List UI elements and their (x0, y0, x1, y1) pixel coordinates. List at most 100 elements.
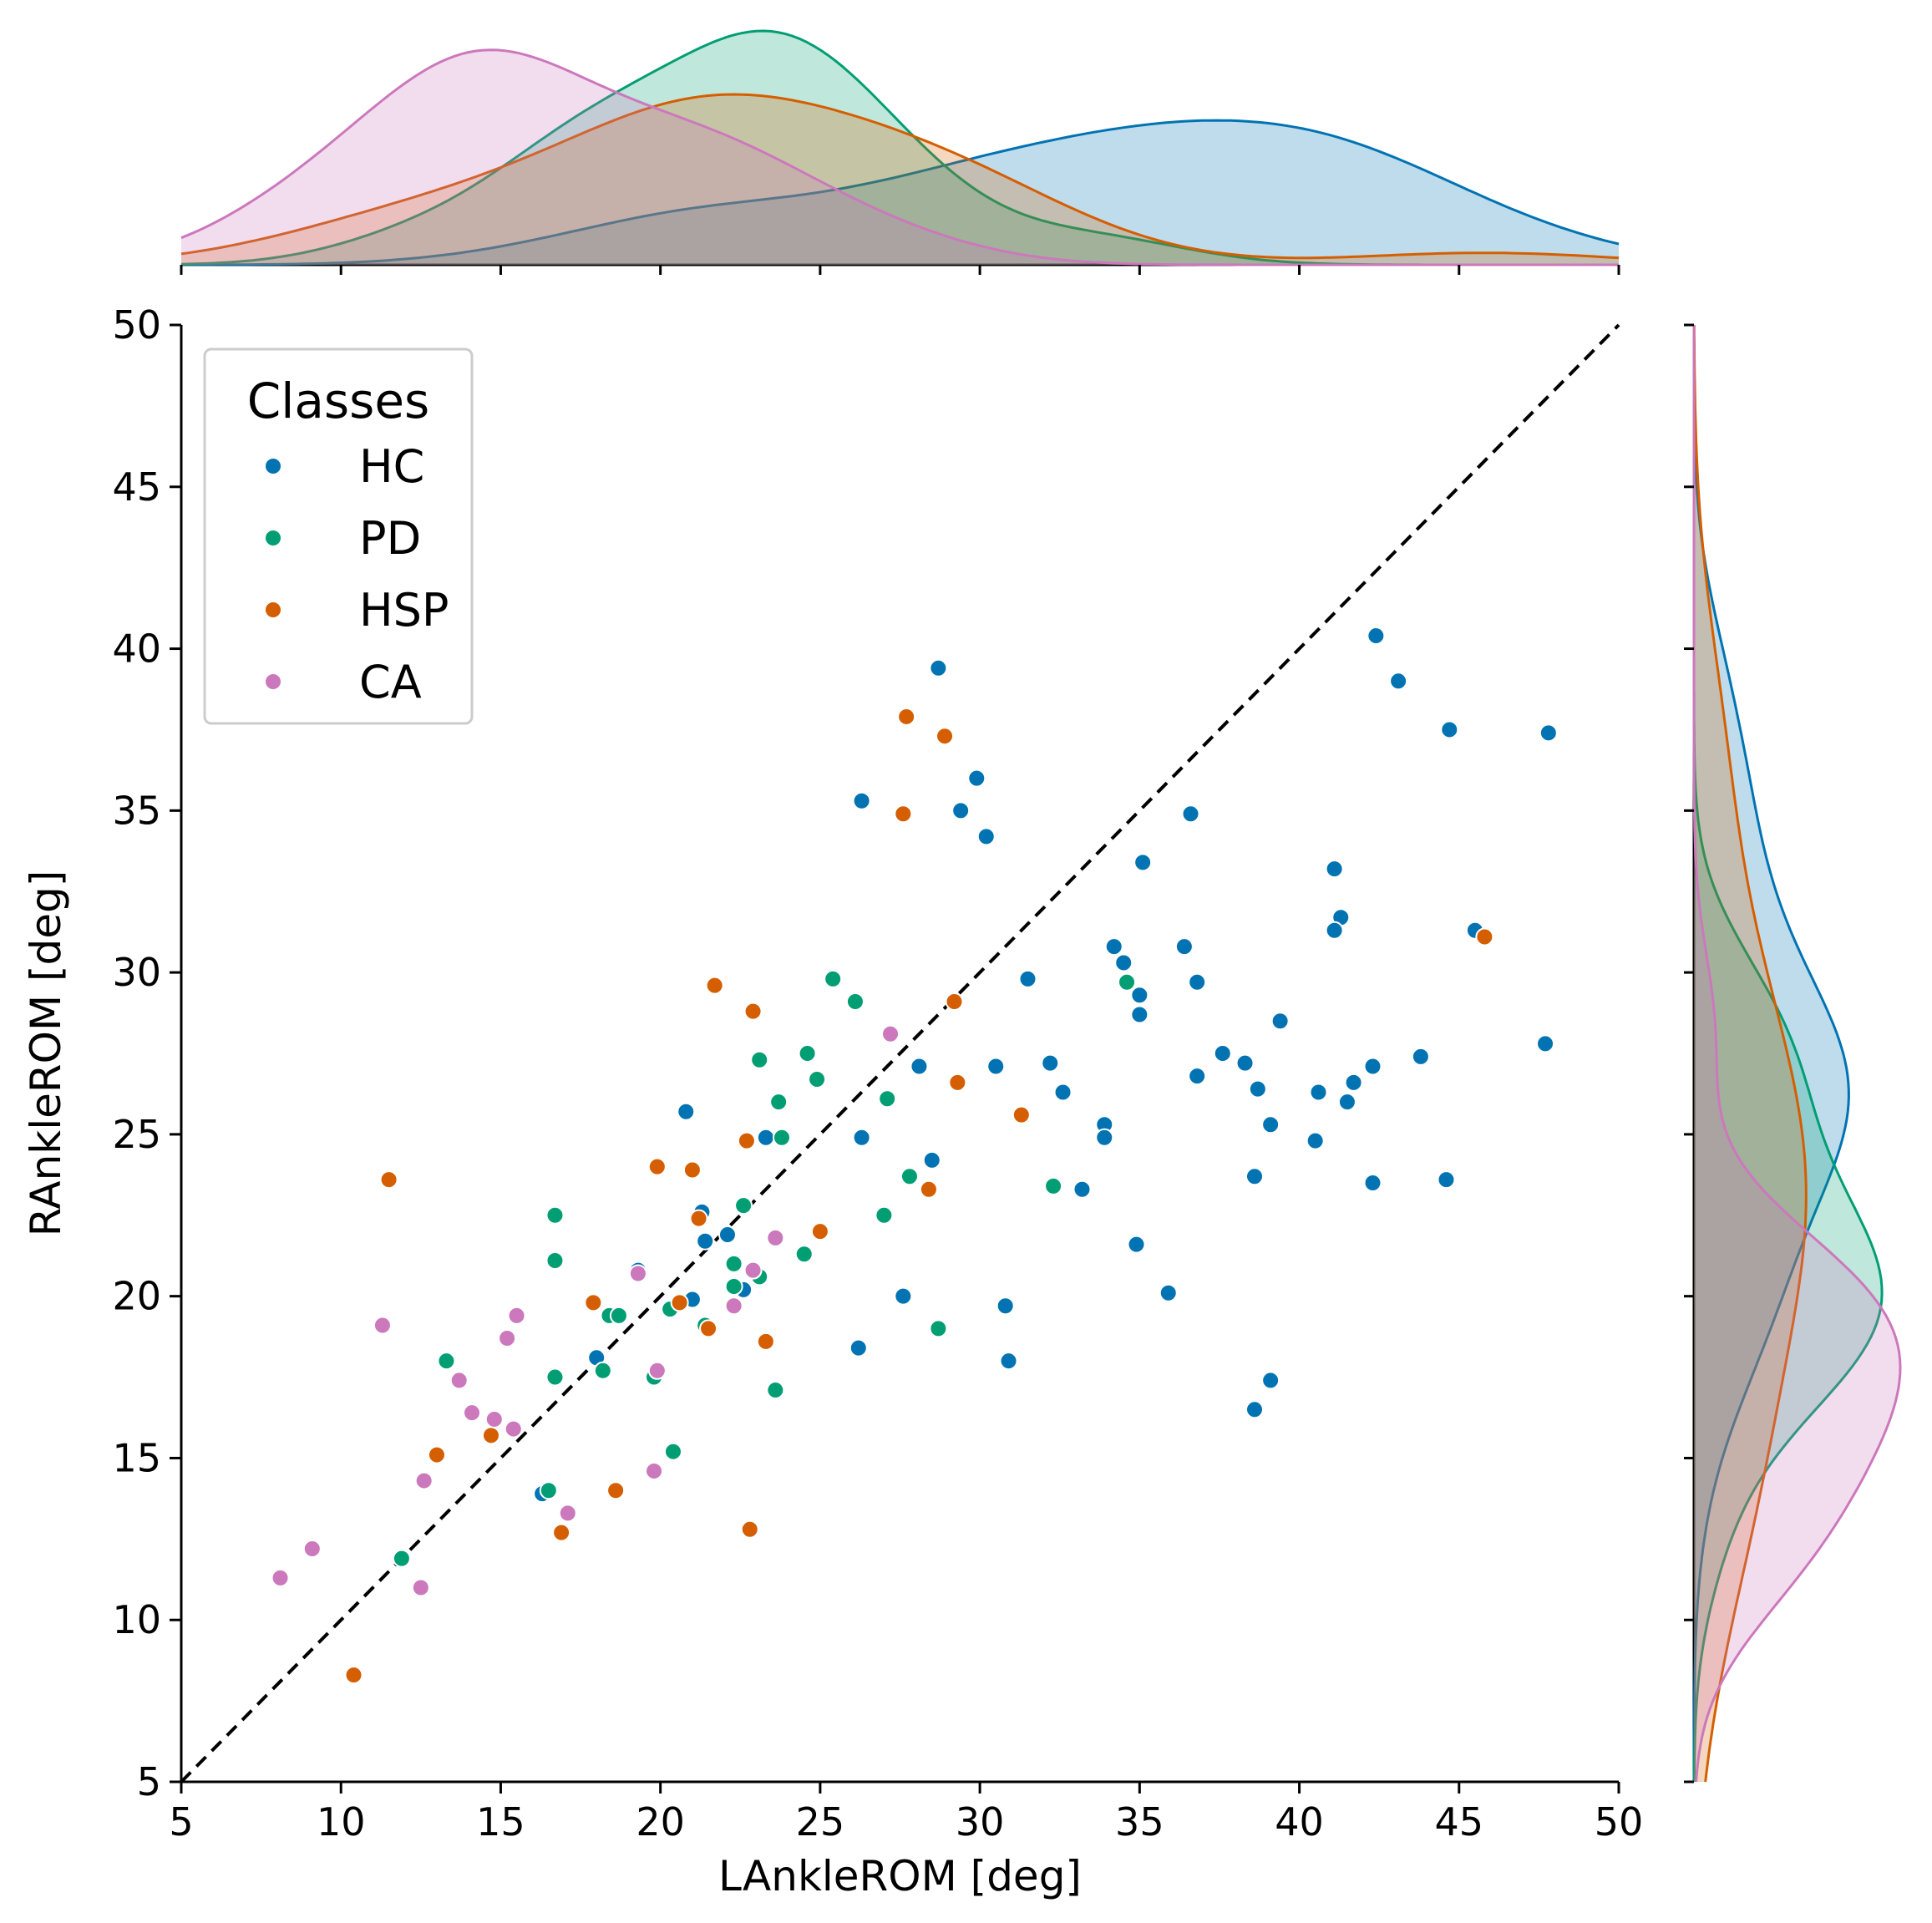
right-kde-fill-hsp (1694, 325, 1807, 1782)
point-pd (845, 992, 865, 1011)
point-hc (1235, 1053, 1255, 1073)
point-hc (910, 1057, 929, 1076)
point-pd (766, 1381, 785, 1400)
point-hc (1344, 1073, 1363, 1092)
point-hc (849, 1338, 868, 1357)
point-pd (772, 1128, 791, 1147)
point-pd (875, 1205, 894, 1225)
y-axis-ticks: 5 10 15 20 25 30 35 40 45 50 (112, 302, 1694, 1804)
point-pd (1044, 1176, 1063, 1195)
point-hc (1127, 1235, 1146, 1254)
point-hsp (894, 804, 913, 824)
right-kde-line-hsp (1692, 325, 1808, 1783)
top-kde-fill-ca (181, 49, 1619, 265)
point-hc (1018, 969, 1037, 988)
point-hsp (756, 1332, 775, 1351)
point-pd (545, 1367, 565, 1387)
point-hsp (936, 727, 955, 746)
x-axis-ticks: 5 10 15 20 25 30 35 40 45 50 (169, 265, 1643, 1844)
point-hc (1270, 1012, 1290, 1031)
point-hc (1309, 1083, 1328, 1102)
point-ca (498, 1329, 517, 1348)
point-hc (1114, 953, 1133, 972)
point-pd (824, 969, 843, 988)
point-pd (808, 1070, 827, 1089)
point-hsp (481, 1426, 500, 1445)
point-pd (769, 1093, 789, 1112)
x-tick-label: 25 (796, 1799, 845, 1844)
point-hc (1539, 723, 1558, 743)
y-tick-label: 35 (112, 788, 161, 833)
point-ca (507, 1306, 526, 1325)
point-hc (852, 1128, 871, 1147)
point-hc (999, 1352, 1018, 1371)
x-tick-label: 45 (1435, 1799, 1484, 1844)
x-tick-label: 10 (317, 1799, 366, 1844)
point-hc (1245, 1167, 1265, 1186)
right-kde-fill-hc (1694, 325, 1849, 1782)
point-pd (609, 1306, 628, 1325)
legend-label-ca: CA (359, 656, 422, 708)
point-hsp (427, 1445, 446, 1464)
top-kde-fill-pd (181, 31, 1619, 265)
point-hc (852, 791, 871, 810)
point-hsp (552, 1523, 571, 1542)
x-tick-label: 40 (1275, 1799, 1324, 1844)
point-pd (545, 1251, 565, 1271)
point-ca (724, 1296, 743, 1316)
point-hc (1159, 1283, 1178, 1302)
legend-label-hc: HC (359, 440, 424, 493)
point-ca (743, 1261, 763, 1280)
point-ca (558, 1504, 577, 1523)
point-hc (1306, 1131, 1325, 1150)
point-hc (1104, 937, 1123, 956)
point-hc (922, 1150, 941, 1170)
top-kde-line-ca (180, 48, 1619, 266)
point-pd (593, 1361, 612, 1380)
x-axis-label: LAnkleROM [deg] (718, 1852, 1082, 1900)
point-hc (1337, 1093, 1356, 1112)
point-hc (1133, 853, 1153, 872)
point-hsp (647, 1157, 667, 1176)
top-kde-line-hsp (180, 93, 1620, 260)
point-hc (1367, 627, 1386, 646)
point-hc (1130, 1005, 1149, 1024)
point-hsp (606, 1481, 626, 1500)
y-tick-label: 20 (112, 1274, 161, 1319)
point-hsp (945, 992, 964, 1011)
legend-label-hsp: HSP (359, 584, 449, 637)
point-hc (996, 1296, 1015, 1316)
point-ca (449, 1371, 469, 1390)
point-pd (794, 1245, 814, 1264)
point-pd (392, 1549, 411, 1568)
point-hsp (743, 1002, 763, 1021)
x-tick-label: 15 (476, 1799, 525, 1844)
point-hc (1363, 1057, 1382, 1076)
point-hsp (919, 1180, 938, 1199)
point-hc (1248, 1079, 1267, 1098)
legend-marker-pd (264, 529, 282, 547)
top-kde-line-hc (181, 119, 1620, 266)
point-hc (1261, 1371, 1280, 1390)
y-tick-label: 15 (112, 1435, 161, 1480)
right-kde-fill-ca (1694, 325, 1900, 1782)
legend-marker-hsp (264, 601, 282, 619)
point-hc (1041, 1053, 1060, 1073)
point-hc (976, 827, 996, 846)
point-hsp (810, 1222, 829, 1241)
point-pd (539, 1481, 558, 1500)
point-ca (628, 1264, 647, 1283)
x-tick-label: 35 (1115, 1799, 1164, 1844)
point-hc (894, 1286, 913, 1306)
point-hc (1325, 921, 1344, 940)
point-hc (929, 658, 948, 677)
point-hsp (670, 1293, 689, 1312)
point-hsp (1475, 927, 1494, 946)
point-pd (878, 1089, 897, 1109)
point-ca (271, 1568, 290, 1587)
point-pd (1118, 972, 1137, 992)
point-hc (696, 1231, 715, 1251)
point-hsp (1012, 1105, 1031, 1124)
point-hc (951, 801, 971, 820)
